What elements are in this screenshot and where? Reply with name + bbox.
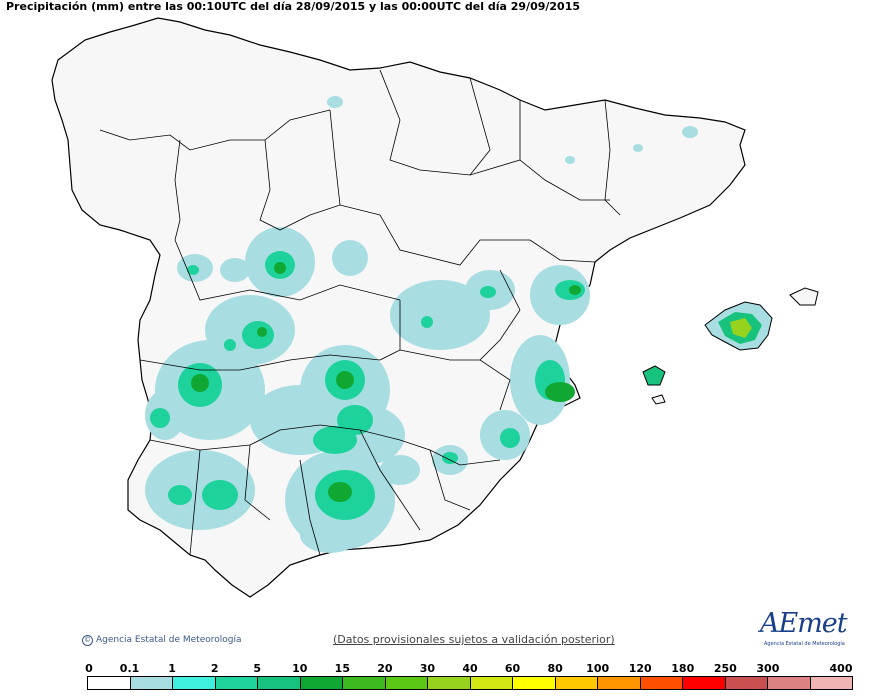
legend-color-box	[173, 677, 216, 689]
legend-tick-label: 5	[253, 662, 262, 675]
mallorca-precip-inner	[730, 318, 752, 338]
legend-tick-label: 40	[462, 662, 478, 675]
legend-tick-label: 60	[504, 662, 521, 675]
legend-color-box	[428, 677, 471, 689]
legend-tick-label: 1	[168, 662, 176, 675]
legend-tick-label: 100	[586, 662, 610, 675]
legend-tick-label: 250	[713, 662, 737, 675]
legend-tick-label: 0	[85, 662, 93, 675]
legend-color-box	[130, 677, 173, 689]
menorca-island	[789, 287, 819, 306]
legend-color-box	[810, 677, 852, 689]
legend-color-box	[513, 677, 556, 689]
legend-color-box	[385, 677, 428, 689]
copyright-text: Agencia Estatal de Meteorología	[96, 635, 242, 645]
legend-tick-label: 20	[377, 662, 393, 675]
legend-color-box	[598, 677, 641, 689]
legend-color-box	[300, 677, 343, 689]
aemet-logo-word: AEmet	[760, 608, 848, 639]
legend-tick-label: 10	[292, 662, 308, 675]
ibiza-island	[642, 365, 666, 386]
legend-color-scale	[87, 676, 853, 690]
legend-tick-label: 180	[671, 662, 695, 675]
legend-color-box	[555, 677, 598, 689]
legend-color-box	[470, 677, 513, 689]
legend-tick-label: 400	[829, 662, 853, 675]
aemet-logo-subtitle: Agencia Estatal de Meteorología	[764, 641, 845, 647]
region-borders	[99, 69, 621, 556]
legend-tick-label: 80	[547, 662, 563, 675]
legend-color-box	[343, 677, 386, 689]
legend-tick-label: 2	[210, 662, 219, 675]
map-title: Precipitación (mm) entre las 00:10UTC de…	[6, 0, 581, 13]
legend-color-box	[683, 677, 726, 689]
legend-color-box	[215, 677, 258, 689]
precipitation-legend: 0 0.1 1 2 5 10 15 20 30 40 60 80 100 120 180 250 300 400	[85, 662, 853, 692]
legend-tick-label: 120	[628, 662, 652, 675]
legend-tick-label: 30	[419, 662, 436, 675]
legend-color-box	[258, 677, 301, 689]
legend-tick-label: 0.1	[119, 662, 140, 675]
provisional-data-note: (Datos provisionales sujetos a validació…	[333, 633, 615, 646]
copyright-notice: © Agencia Estatal de Meteorología	[82, 635, 242, 646]
legend-tick-label: 15	[334, 662, 350, 675]
precip-heavy-areas	[191, 262, 581, 502]
legend-color-box	[768, 677, 811, 689]
legend-color-box	[640, 677, 683, 689]
copyright-icon: ©	[82, 635, 93, 646]
legend-color-box	[88, 677, 131, 689]
legend-tick-label: 300	[756, 662, 780, 675]
formentera-island	[651, 394, 666, 405]
legend-color-box	[725, 677, 768, 689]
aemet-logo: AEmet Agencia Estatal de Meteorología	[760, 608, 848, 654]
